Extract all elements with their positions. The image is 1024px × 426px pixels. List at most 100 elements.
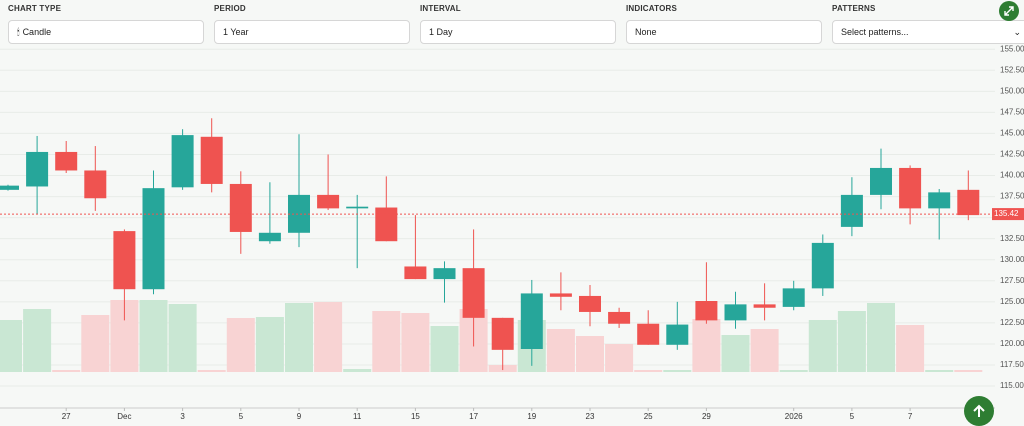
candle-body <box>375 207 398 242</box>
volume-bar <box>750 329 779 372</box>
control-label: INDICATORS <box>626 4 678 13</box>
volume-bar <box>896 325 925 372</box>
candle-body <box>26 151 49 187</box>
control-value: 1 Day <box>429 27 453 37</box>
x-tick-label: 29 <box>702 412 711 421</box>
control: PERIOD 1 Year <box>214 4 410 44</box>
x-tick-label: 3 <box>180 412 185 421</box>
candle-body <box>520 293 543 349</box>
volume-bar <box>314 302 343 372</box>
candle-body <box>608 311 631 324</box>
expand-icon <box>1004 6 1014 16</box>
control-value: Candle <box>22 27 52 37</box>
dropdown[interactable]: None <box>626 20 822 44</box>
y-tick-label: 117.50 <box>1000 360 1024 369</box>
volume-bar <box>197 370 226 372</box>
x-tick-label: 9 <box>297 412 302 421</box>
dropdown[interactable]: 🕯 Candle <box>8 20 204 44</box>
candle-body <box>55 151 78 171</box>
candle-body <box>928 192 951 209</box>
x-tick-label: 23 <box>586 412 595 421</box>
dropdown[interactable]: 1 Day <box>420 20 616 44</box>
fullscreen-button[interactable] <box>999 1 1019 21</box>
candle-body <box>870 167 892 195</box>
volume-bar <box>663 370 692 372</box>
scroll-top-button[interactable] <box>964 396 994 426</box>
volume-bar <box>837 311 866 372</box>
volume-bar <box>605 344 634 372</box>
volume-bar <box>779 370 808 372</box>
y-tick-label: 155.00 <box>1000 44 1024 53</box>
y-tick-label: 145.00 <box>1000 129 1024 138</box>
candle-body <box>258 232 281 242</box>
x-tick-label: 5 <box>239 412 244 421</box>
candle-body <box>491 317 514 350</box>
volume-bar <box>867 303 895 372</box>
volume-bar <box>954 370 983 372</box>
control: INDICATORS None <box>626 4 822 44</box>
control-value: 1 Year <box>223 27 249 37</box>
candle-body <box>637 323 660 345</box>
dropdown[interactable]: 1 Year <box>214 20 410 44</box>
x-tick-label: 7 <box>908 412 913 421</box>
candle-body <box>317 194 340 209</box>
volume-bar <box>721 335 750 372</box>
y-tick-label: 125.00 <box>1000 297 1024 306</box>
volume-bar <box>255 317 284 372</box>
candle-body <box>433 268 456 280</box>
candle-body <box>229 183 252 232</box>
candle-body <box>462 268 485 318</box>
control: INTERVAL 1 Day <box>420 4 616 44</box>
control-value: None <box>635 27 657 37</box>
x-tick-label: 2026 <box>785 412 803 421</box>
volume-bar <box>139 300 168 372</box>
x-tick-label: 17 <box>469 412 478 421</box>
candle-body <box>346 206 369 209</box>
volume-bar <box>343 369 372 372</box>
volume-bar <box>52 370 81 372</box>
x-tick-label: 5 <box>850 412 855 421</box>
candle-body <box>782 288 805 307</box>
volume-bar <box>0 320 22 372</box>
candle-body <box>957 189 980 216</box>
y-tick-label: 122.50 <box>1000 318 1024 327</box>
y-tick-label: 137.50 <box>1000 192 1024 201</box>
candle-body <box>0 185 19 190</box>
control: PATTERNS Select patterns... ⌄ <box>832 4 1024 44</box>
candle-body <box>288 194 310 233</box>
candle-body <box>753 304 776 308</box>
y-tick-label: 120.00 <box>1000 339 1024 348</box>
candle-body <box>549 293 572 297</box>
candle-body <box>724 304 747 321</box>
x-tick-label: 25 <box>644 412 653 421</box>
y-tick-label: 132.50 <box>1000 234 1024 243</box>
volume-bar <box>692 319 721 372</box>
volume-bar <box>576 336 604 372</box>
candle-icon: 🕯 <box>17 26 20 37</box>
control-label: PATTERNS <box>832 4 876 13</box>
select[interactable]: Select patterns... ⌄ <box>832 20 1024 44</box>
control-label: CHART TYPE <box>8 4 62 13</box>
volume-bar <box>546 329 575 372</box>
candle-body <box>171 135 194 188</box>
y-tick-label: 147.50 <box>1000 107 1024 116</box>
volume-bar <box>226 318 255 372</box>
y-tick-label: 152.50 <box>1000 65 1024 74</box>
candle-body <box>404 266 427 280</box>
x-tick-label: 15 <box>411 412 420 421</box>
control-label: PERIOD <box>214 4 246 13</box>
candle-body <box>899 167 922 209</box>
volume-bar <box>23 309 52 372</box>
candle-body <box>840 194 863 227</box>
candle-body <box>142 188 165 290</box>
control: CHART TYPE 🕯 Candle <box>8 4 204 44</box>
y-tick-label: 127.50 <box>1000 276 1024 285</box>
y-tick-label: 150.00 <box>1000 86 1024 95</box>
x-tick-label: 11 <box>353 412 362 421</box>
volume-bar <box>401 313 430 372</box>
x-tick-label: 19 <box>527 412 536 421</box>
control-value: Select patterns... <box>841 27 909 37</box>
volume-bar <box>925 370 954 372</box>
volume-bar <box>808 320 837 372</box>
